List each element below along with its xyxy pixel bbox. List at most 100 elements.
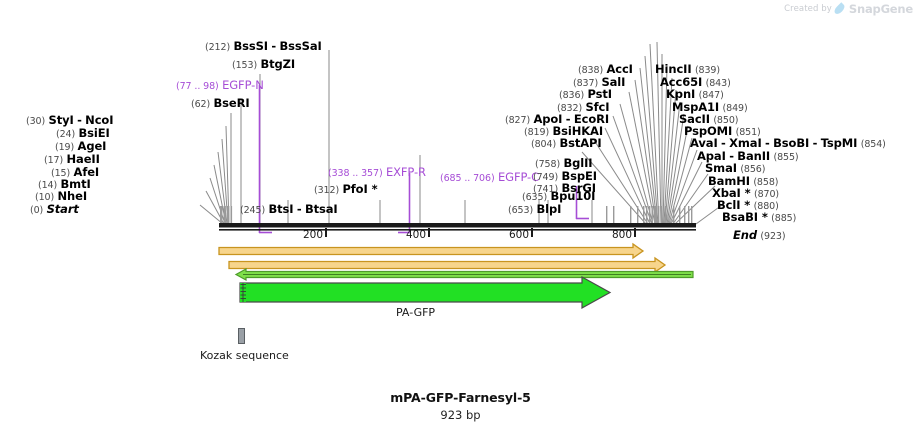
orf-label-pa-gfp[interactable]: PA-GFP (396, 306, 436, 319)
site-label-styi-ncoi[interactable]: (30) StyI - NcoI (26, 113, 114, 127)
site-label-sacii[interactable]: SacII (850) (679, 112, 739, 126)
cut-cluster-right (606, 206, 693, 224)
site-label-haeii[interactable]: (17) HaeII (44, 153, 100, 166)
enzyme-name: PstI (587, 87, 612, 101)
site-label-acci[interactable]: (838) AccI (578, 62, 633, 76)
enzyme-name: PspOMI (684, 124, 733, 138)
enzyme-name: TspMI (820, 136, 858, 150)
site-position: (838) (578, 65, 604, 76)
enzyme-name: BssSI (233, 39, 268, 53)
site-label-blpi[interactable]: (635) Bpu10I (522, 190, 595, 203)
site-label-bcli[interactable]: BclI * (880) (717, 198, 779, 212)
site-position: (10) (35, 192, 55, 203)
enzyme-name: AgeI (77, 139, 107, 153)
watermark-created-label: Created by (784, 4, 832, 14)
enzyme-name: AccI (606, 62, 633, 76)
site-label-bpu10i[interactable]: (653) BlpI (508, 203, 561, 216)
primer-label-egfp-c[interactable]: (685 .. 706) EGFP-C (440, 170, 540, 184)
site-label-hincii[interactable]: HincII (839) (655, 63, 720, 76)
leader-lines-left (199, 113, 232, 225)
site-label-bsiei[interactable]: (24) BsiEI (56, 126, 110, 140)
enzyme-name: ApoI (533, 112, 563, 126)
primer-label-exfp-r[interactable]: (338 .. 357) EXFP-R (328, 166, 426, 179)
site-label-bmti[interactable]: (14) BmtI (38, 178, 91, 191)
primer-bracket-egfp-n (258, 85, 272, 234)
site-position: (836) (559, 90, 585, 101)
enzyme-name: SacII (679, 112, 710, 126)
site-label-bsihkai[interactable]: (819) BsiHKAI (524, 124, 604, 138)
site-label-apoi-ecori[interactable]: (827) ApoI - EcoRI (505, 112, 610, 126)
ruler-tick-400: 400 (406, 229, 427, 241)
site-position: (15) (51, 168, 71, 179)
primer-name: EGFP-N (222, 78, 264, 92)
enzyme-name: BclI * (717, 198, 751, 212)
site-label-sali[interactable]: (837) SalI (573, 76, 625, 89)
site-label-agei[interactable]: (19) AgeI (55, 139, 107, 153)
ruler-tick-800: 800 (612, 229, 633, 241)
site-position: (923) (760, 231, 786, 242)
site-label-xbai[interactable]: XbaI * (870) (712, 186, 779, 200)
site-label-psti[interactable]: (836) PstI (559, 87, 612, 101)
ruler-tick-200: 200 (303, 229, 324, 241)
watermark-brand-label: SnapGene (848, 2, 913, 16)
site-position: (827) (505, 115, 531, 126)
construct-name: mPA-GFP-Farnesyl-5 (390, 390, 531, 405)
construct-length: 923 bp (440, 408, 481, 422)
site-label-bamhi[interactable]: BamHI (858) (708, 175, 779, 188)
enzyme-name: BsiHKAI (552, 124, 604, 138)
enzyme-name: BssSaI (279, 39, 322, 53)
site-label-bstapi[interactable]: (804) BstAPI (531, 137, 602, 150)
site-label-bsabi[interactable]: BsaBI * (885) (722, 211, 796, 224)
site-label-smai[interactable]: SmaI (856) (705, 162, 765, 175)
primer-name: EGFP-C (497, 170, 540, 184)
site-label-nhei[interactable]: (10) NheI (35, 190, 87, 203)
site-position: (858) (753, 177, 779, 188)
site-label-pspomi[interactable]: PspOMI (851) (684, 124, 761, 138)
site-label-pfoi[interactable]: (312) PfoI * (314, 182, 378, 196)
site-label-afei[interactable]: (15) AfeI (51, 165, 100, 179)
site-position: (635) (522, 192, 548, 203)
enzyme-name: BseRI (213, 96, 250, 110)
site-label-bsssi[interactable]: (212) BssSI - BssSaI (205, 39, 322, 53)
feature-arrow-utr-1 (218, 242, 645, 260)
site-label-bseri[interactable]: (62) BseRI (191, 96, 250, 110)
enzyme-name: PfoI * (342, 182, 378, 196)
site-label-avai-xmai-bsobi-tspmi[interactable]: AvaI - XmaI - BsoBI - TspMI (854) (690, 136, 886, 150)
primer-label-egfp-n[interactable]: (77 .. 98) EGFP-N (176, 78, 264, 92)
site-label-bglii[interactable]: (758) BglII (535, 157, 593, 170)
site-label-apai-banii[interactable]: ApaI - BanII (855) (697, 149, 799, 163)
feature-name-start: Start (46, 202, 79, 216)
site-position: (758) (535, 159, 561, 170)
site-label-kpni[interactable]: KpnI (847) (666, 88, 724, 101)
feature-arrow-utr-2 (228, 256, 667, 274)
site-position: (17) (44, 155, 64, 166)
ruler-ticks (325, 228, 636, 237)
enzyme-name: MspA1I (672, 100, 720, 114)
site-label-btgzi[interactable]: (153) BtgZI (232, 58, 295, 71)
site-label-start[interactable]: (0) Start (30, 202, 79, 216)
feature-name-end: End (733, 228, 757, 242)
site-label-btsi-btsai[interactable]: (245) BtsI - BtsaI (240, 202, 338, 216)
primer-range: (77 .. 98) (176, 81, 219, 92)
site-position: (741) (533, 184, 559, 195)
enzyme-name: XmaI (729, 136, 762, 150)
site-label-end[interactable]: End (923) (733, 228, 786, 242)
kozak-sequence-marker[interactable] (238, 328, 245, 344)
site-position: (30) (26, 116, 46, 127)
site-position: (62) (191, 99, 211, 110)
site-label-bsrgi[interactable]: (741) BsrGI (533, 182, 596, 195)
enzyme-name: SfcI (585, 100, 610, 114)
enzyme-name: BsiEI (78, 126, 110, 140)
site-label-sfci[interactable]: (832) SfcI (557, 100, 610, 114)
site-position: (749) (533, 172, 559, 183)
site-label-acc65i[interactable]: Acc65I (843) (660, 76, 731, 89)
site-label-bspei[interactable]: (749) BspEI (533, 170, 597, 183)
ruler-tick-600: 600 (509, 229, 530, 241)
site-label-mspa1i[interactable]: MspA1I (849) (672, 100, 748, 114)
enzyme-name: BtsaI (304, 202, 338, 216)
site-position: (850) (713, 115, 739, 126)
primer-bracket-egfp-c (575, 186, 589, 220)
enzyme-name: AfeI (73, 165, 100, 179)
cut-cluster-left (220, 206, 233, 224)
enzyme-name: XbaI * (712, 186, 751, 200)
